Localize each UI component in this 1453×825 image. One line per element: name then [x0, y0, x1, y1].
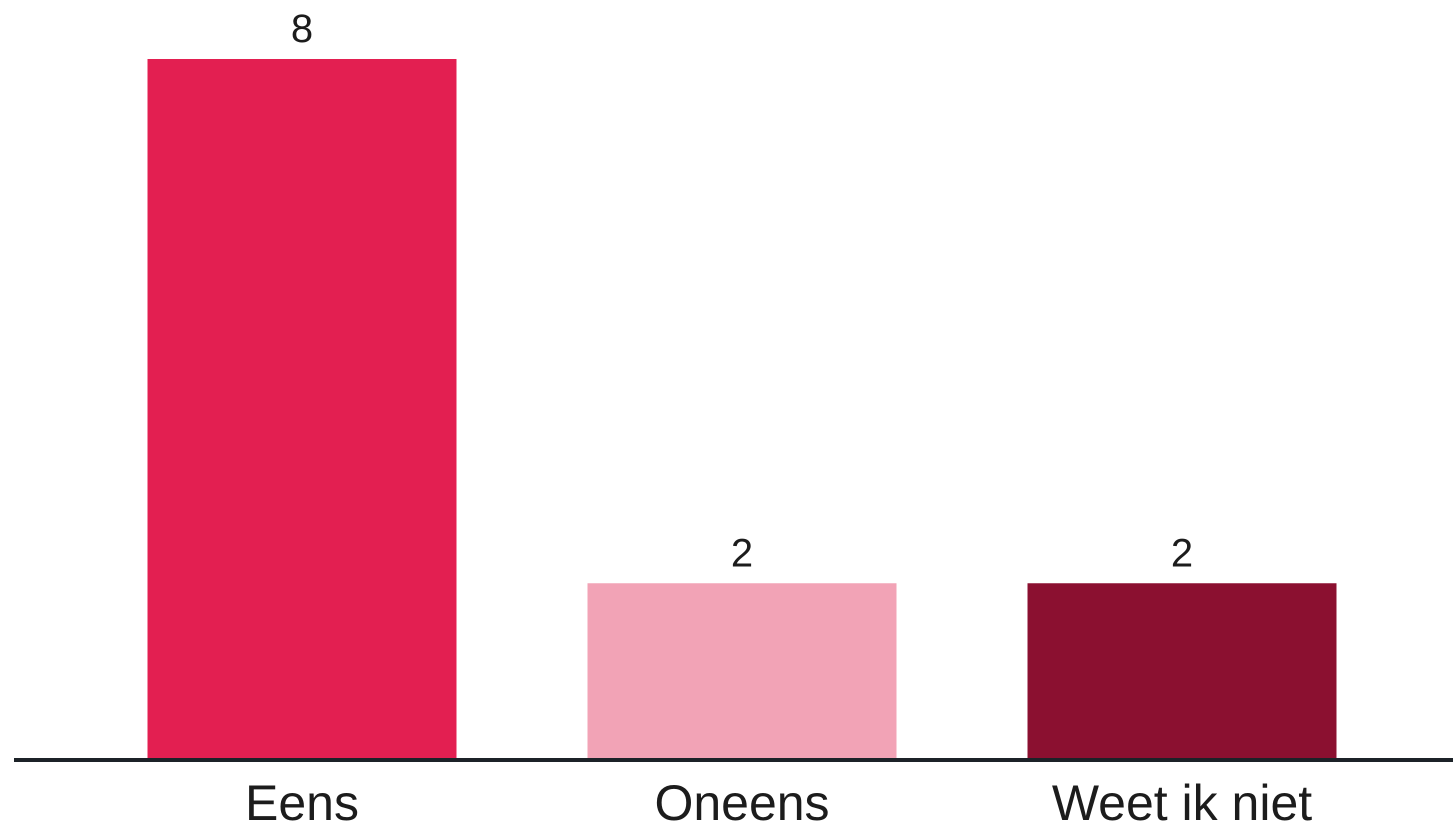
bar-0 — [147, 59, 457, 758]
value-label-2: 2 — [1171, 531, 1193, 575]
bar-2 — [1027, 583, 1337, 758]
category-label-2: Weet ik niet — [1052, 775, 1312, 825]
bars-group — [147, 59, 1337, 758]
category-labels-group: Eens Oneens Weet ik niet — [245, 775, 1312, 825]
value-labels-group: 8 2 2 — [291, 7, 1193, 575]
value-label-0: 8 — [291, 7, 313, 51]
bar-1 — [587, 583, 897, 758]
category-label-0: Eens — [245, 775, 359, 825]
value-label-1: 2 — [731, 531, 753, 575]
category-label-1: Oneens — [654, 775, 829, 825]
